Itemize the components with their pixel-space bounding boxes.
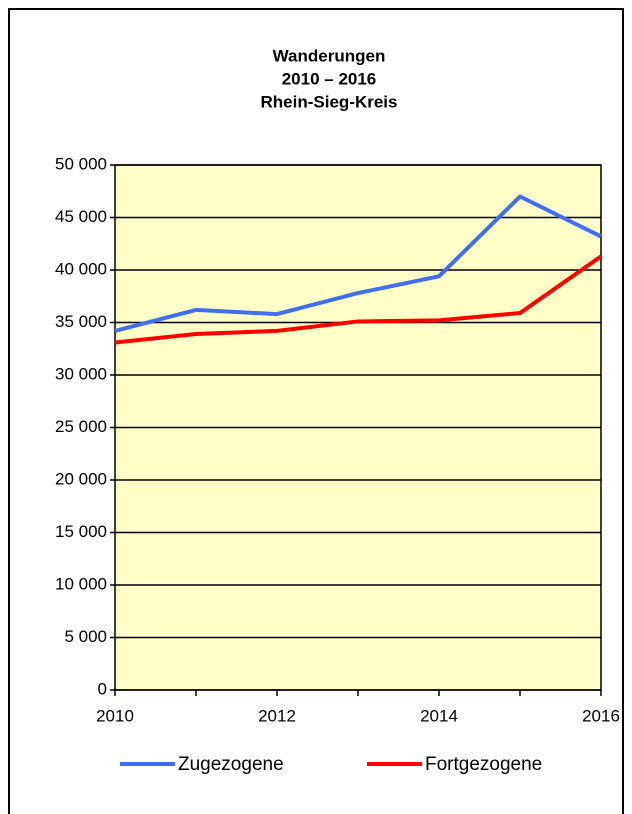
x-tick-label: 2012 <box>258 706 296 725</box>
y-tick-label: 30 000 <box>55 364 107 383</box>
chart-title: Wanderungen <box>273 46 386 65</box>
chart-title: Rhein-Sieg-Kreis <box>261 92 398 111</box>
y-tick-label: 5 000 <box>64 627 107 646</box>
y-tick-label: 20 000 <box>55 469 107 488</box>
y-tick-label: 10 000 <box>55 574 107 593</box>
data-line <box>114 254 603 345</box>
y-tick-label: 35 000 <box>55 312 107 331</box>
data-line <box>114 194 602 333</box>
chart-title: 2010 – 2016 <box>282 69 377 88</box>
y-tick-label: 50 000 <box>55 154 107 173</box>
y-tick-label: 0 <box>98 679 107 698</box>
y-tick-label: 40 000 <box>55 259 107 278</box>
y-tick-label: 45 000 <box>55 207 107 226</box>
legend-label: Zugezogene <box>178 754 284 775</box>
x-tick-label: 2014 <box>420 706 458 725</box>
x-tick-label: 2010 <box>96 706 134 725</box>
x-tick-label: 2016 <box>582 706 620 725</box>
y-tick-label: 15 000 <box>55 522 107 541</box>
legend-label: Fortgezogene <box>425 754 542 775</box>
chart-border <box>8 8 624 814</box>
y-tick-label: 25 000 <box>55 417 107 436</box>
